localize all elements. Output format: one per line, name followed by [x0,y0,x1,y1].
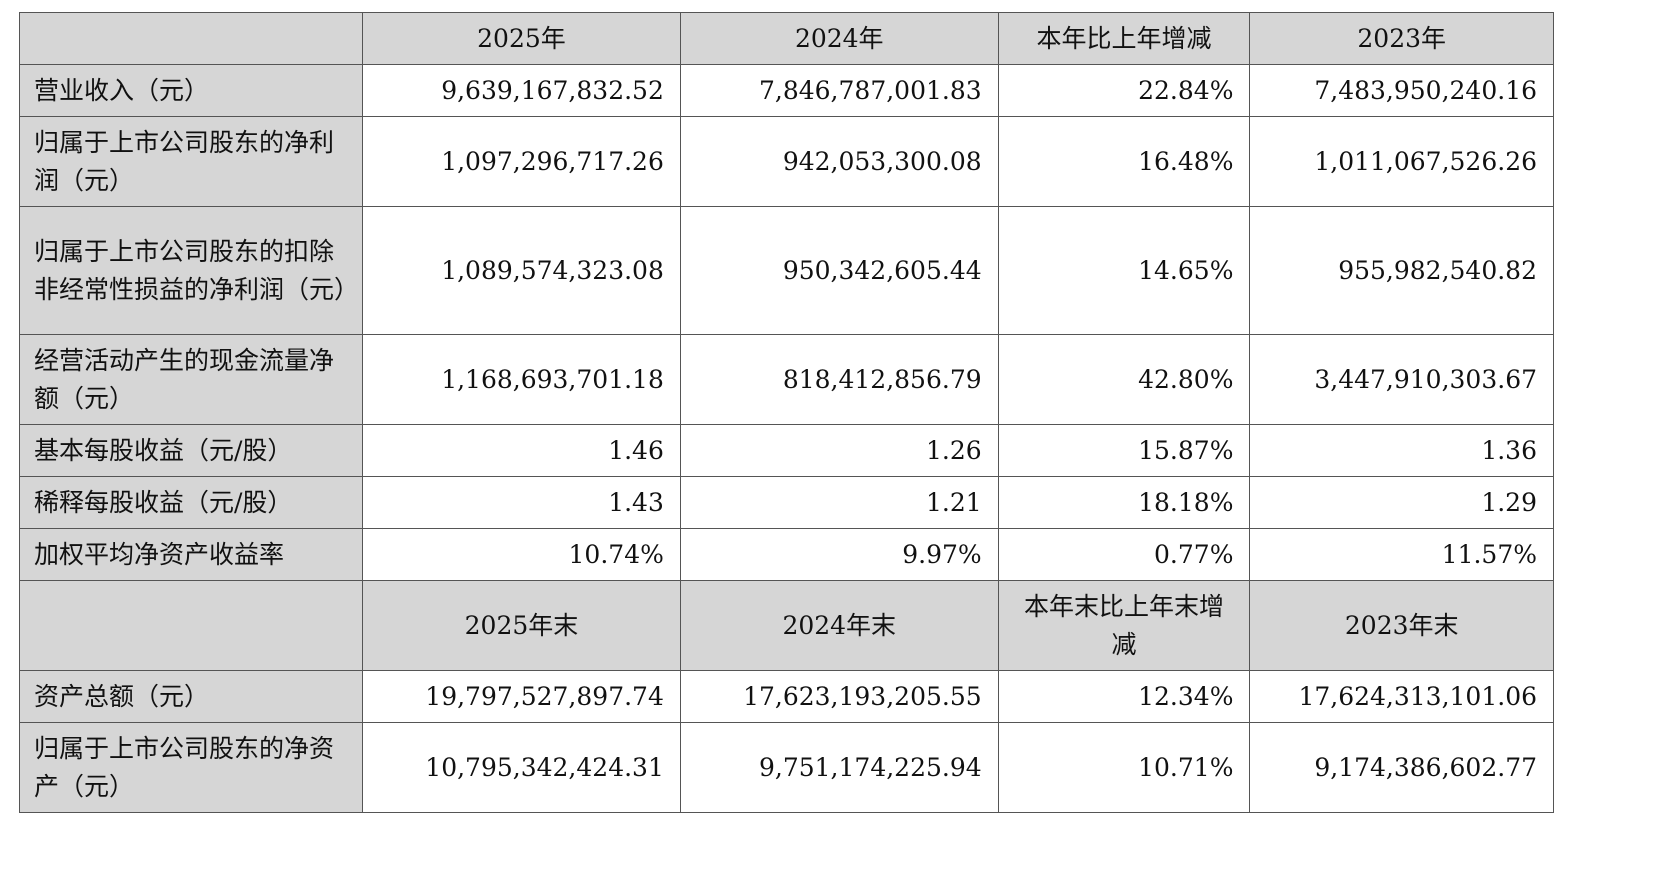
table-cell: 11.57% [1249,528,1554,581]
row-label: 营业收入（元） [18,64,364,117]
row-label: 经营活动产生的现金流量净额（元） [18,334,364,425]
table-cell: 19,797,527,897.74 [362,670,681,723]
table-cell: 950,342,605.44 [679,206,999,335]
row-label: 资产总额（元） [18,670,364,723]
table-row: 基本每股收益（元/股） 1.46 1.26 15.87% 1.36 [18,424,1554,477]
row-label: 加权平均净资产收益率 [18,528,364,581]
header-cell: 2024年末 [679,580,999,671]
table-cell: 1,089,574,323.08 [362,206,681,335]
header-cell: 2023年末 [1249,580,1554,671]
table-cell: 1.46 [362,424,681,477]
table-row: 稀释每股收益（元/股） 1.43 1.21 18.18% 1.29 [18,476,1554,529]
header-cell: 本年比上年增减 [997,12,1251,65]
header-cell: 2024年 [679,12,999,65]
table-cell: 42.80% [997,334,1251,425]
financial-table: 2025年 2024年 本年比上年增减 2023年 营业收入（元） 9,639,… [18,12,1554,813]
table-row: 加权平均净资产收益率 10.74% 9.97% 0.77% 11.57% [18,528,1554,581]
table-cell: 1,097,296,717.26 [362,116,681,207]
table-row: 资产总额（元） 19,797,527,897.74 17,623,193,205… [18,670,1554,723]
row-label: 归属于上市公司股东的净资产（元） [18,722,364,813]
table-cell: 12.34% [997,670,1251,723]
financial-summary: 2025年 2024年 本年比上年增减 2023年 营业收入（元） 9,639,… [18,12,1554,813]
table-cell: 1.36 [1249,424,1554,477]
header-cell: 2025年 [362,12,681,65]
table-cell: 1,168,693,701.18 [362,334,681,425]
table-cell: 17,623,193,205.55 [679,670,999,723]
header-cell: 2025年末 [362,580,681,671]
table-cell: 1.43 [362,476,681,529]
table-cell: 14.65% [997,206,1251,335]
table-cell: 1.21 [679,476,999,529]
header-cell [18,12,364,65]
table-row: 归属于上市公司股东的扣除非经常性损益的净利润（元） 1,089,574,323.… [18,206,1554,335]
table-cell: 22.84% [997,64,1251,117]
table-cell: 10,795,342,424.31 [362,722,681,813]
row-label: 归属于上市公司股东的净利润（元） [18,116,364,207]
table-row: 经营活动产生的现金流量净额（元） 1,168,693,701.18 818,41… [18,334,1554,425]
table-cell: 7,483,950,240.16 [1249,64,1554,117]
header-cell: 2023年 [1249,12,1554,65]
table-cell: 7,846,787,001.83 [679,64,999,117]
table-cell: 18.18% [997,476,1251,529]
table-cell: 16.48% [997,116,1251,207]
table-cell: 3,447,910,303.67 [1249,334,1554,425]
row-label: 基本每股收益（元/股） [18,424,364,477]
table-cell: 1.29 [1249,476,1554,529]
table-cell: 1.26 [679,424,999,477]
table-cell: 9.97% [679,528,999,581]
table-cell: 9,639,167,832.52 [362,64,681,117]
header-cell [18,580,364,671]
table-row: 营业收入（元） 9,639,167,832.52 7,846,787,001.8… [18,64,1554,117]
table-cell: 1,011,067,526.26 [1249,116,1554,207]
table-header-row: 2025年 2024年 本年比上年增减 2023年 [18,12,1554,65]
table-cell: 17,624,313,101.06 [1249,670,1554,723]
table-cell: 942,053,300.08 [679,116,999,207]
table-cell: 818,412,856.79 [679,334,999,425]
row-label: 归属于上市公司股东的扣除非经常性损益的净利润（元） [18,206,364,335]
table-cell: 9,751,174,225.94 [679,722,999,813]
table-cell: 15.87% [997,424,1251,477]
table-header-row: 2025年末 2024年末 本年末比上年末增减 2023年末 [18,580,1554,671]
table-row: 归属于上市公司股东的净资产（元） 10,795,342,424.31 9,751… [18,722,1554,813]
table-row: 归属于上市公司股东的净利润（元） 1,097,296,717.26 942,05… [18,116,1554,207]
table-cell: 9,174,386,602.77 [1249,722,1554,813]
table-cell: 0.77% [997,528,1251,581]
table-cell: 10.74% [362,528,681,581]
table-cell: 10.71% [997,722,1251,813]
table-cell: 955,982,540.82 [1249,206,1554,335]
row-label: 稀释每股收益（元/股） [18,476,364,529]
header-cell: 本年末比上年末增减 [997,580,1251,671]
